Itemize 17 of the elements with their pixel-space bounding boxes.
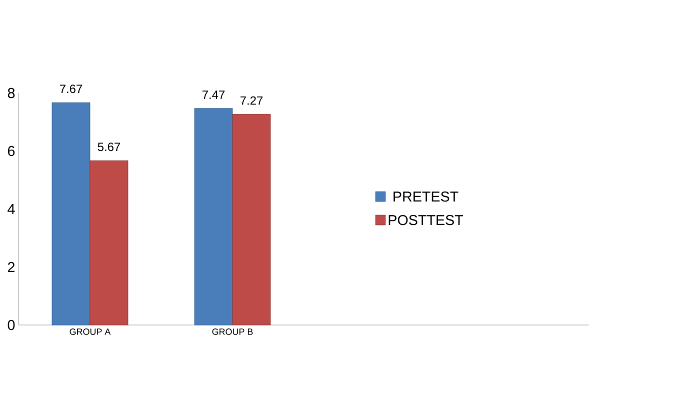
y-tick-label: 4 [8, 204, 15, 214]
bar [194, 108, 233, 326]
bar [90, 160, 128, 326]
legend-label: POSTTEST [388, 214, 464, 226]
y-tick-label: 2 [8, 262, 14, 272]
x-tick-label: GROUP B [212, 328, 253, 335]
y-tick-label: 8 [8, 88, 15, 98]
data-label: 7.27 [240, 96, 263, 105]
data-label: 5.67 [98, 142, 120, 152]
bar [232, 114, 271, 326]
bar [52, 102, 90, 326]
y-tick-label: 0 [8, 320, 15, 330]
x-tick-label: GROUP A [70, 328, 111, 335]
y-tick-label: 6 [8, 146, 15, 156]
data-label: 7.67 [60, 84, 82, 94]
legend-label: PRETEST [394, 192, 458, 202]
data-label: 7.47 [202, 90, 225, 99]
